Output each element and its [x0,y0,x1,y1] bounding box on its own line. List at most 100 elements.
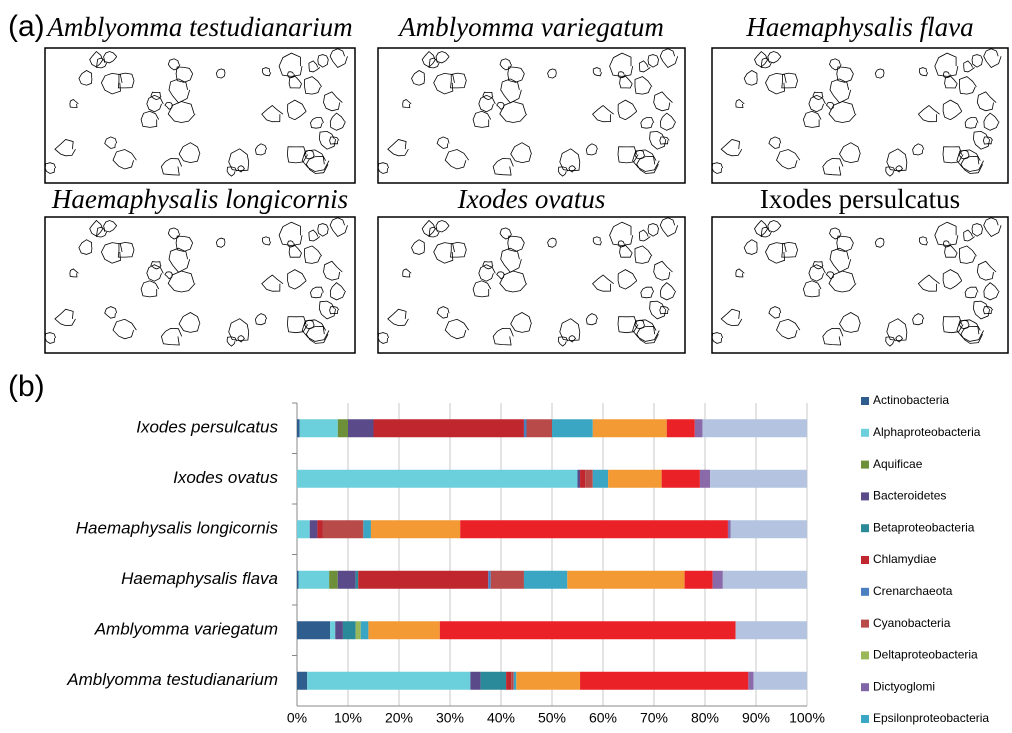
bar-segment [695,419,703,437]
bar-segment [608,470,662,488]
x-tick-label: 100% [789,710,825,726]
bar-segment [297,571,299,589]
legend-swatch [861,715,869,723]
bar-segment [578,470,581,488]
map-title: Ixodes persulcatus [760,184,960,214]
bar-segment [335,621,343,639]
bar-segment [310,520,318,538]
bar-segment [527,419,553,437]
figure: (a) (b) Amblyomma testudianariumAmblyomm… [0,0,1012,733]
bar-segment [491,571,524,589]
bar-segment [363,520,371,538]
bar-segment [297,621,330,639]
bar-segment [371,520,460,538]
bar-segment [300,419,338,437]
bar-segment [299,571,330,589]
bar-segment [736,621,807,639]
bar-segment [374,419,524,437]
bar-segment [330,621,335,639]
bar-segment [753,672,807,690]
map-frame [378,217,685,353]
bar-segment [368,621,439,639]
legend-label: Alphaproteobacteria [873,425,981,439]
bar-segment [506,672,511,690]
legend-swatch [861,651,869,659]
bar-segment [323,520,364,538]
legend-swatch [861,429,869,437]
y-tick-label: Amblyomma variegatum [94,620,278,639]
legend-label: Epsilonproteobacteria [873,711,989,725]
bar-segment [460,520,728,538]
legend-swatch [861,397,869,405]
bar-segment [685,571,713,589]
bar-segment [662,470,700,488]
y-tick-label: Amblyomma testudianarium [66,670,278,689]
bar-segment [702,419,807,437]
bar-segment [731,520,808,538]
panel-label: (a) [8,10,45,43]
bar-segment [361,621,369,639]
map-title: Ixodes ovatus [457,184,606,214]
bar-segment [307,672,470,690]
bar-segment [297,672,307,690]
legend-label: Betaproteobacteria [873,520,975,534]
bar-segment [567,571,684,589]
bar-segment [488,571,491,589]
y-tick-label: Haemaphysalis longicornis [76,519,279,538]
bar-segment [338,571,356,589]
bar-segment [329,571,338,589]
bar-segment [343,621,356,639]
bar-segment [481,672,507,690]
bar-segment [297,470,578,488]
legend-label: Aquificae [873,457,923,471]
legend-swatch [861,620,869,628]
bar-segment [748,672,753,690]
bar-segment [358,571,488,589]
bar-segment [356,571,359,589]
bar-segment [297,419,300,437]
bar-segment [728,520,731,538]
map-title: Amblyomma variegatum [397,12,664,42]
legend-swatch [861,524,869,532]
legend-swatch [861,492,869,500]
bar-segment [516,672,580,690]
map-title: Amblyomma testudianarium [45,12,352,42]
bar-segment [470,672,480,690]
x-tick-label: 80% [691,710,719,726]
legend-swatch [861,556,869,564]
map-title: Haemaphysalis flava [745,12,973,42]
bar-segment [524,419,527,437]
y-tick-label: Ixodes persulcatus [136,418,278,437]
bar-segment [580,470,585,488]
bar-segment [348,419,374,437]
legend-label: Bacteroidetes [873,489,946,503]
legend-label: Actinobacteria [873,393,949,407]
bar-segment [700,470,710,488]
bar-segment [514,672,517,690]
map-title: Haemaphysalis longicornis [51,184,348,214]
x-tick-label: 60% [589,710,617,726]
bar-segment [710,470,807,488]
bar-segment [580,672,748,690]
legend-swatch [861,683,869,691]
x-tick-label: 0% [287,710,307,726]
y-tick-label: Haemaphysalis flava [121,569,278,588]
legend-swatch [861,588,869,596]
bar-segment [524,571,567,589]
legend-label: Deltaproteobacteria [873,648,978,662]
x-tick-label: 20% [385,710,413,726]
legend-label: Chlamydiae [873,552,937,566]
x-tick-label: 50% [538,710,566,726]
legend-swatch [861,461,869,469]
x-tick-label: 90% [742,710,770,726]
bar-segment [297,520,310,538]
x-tick-label: 10% [334,710,362,726]
map-frame [378,48,685,183]
bar-segment [356,621,361,639]
x-tick-label: 70% [640,710,668,726]
map-frame [45,48,355,183]
legend-label: Dictyoglomi [873,679,935,693]
bar-segment [723,571,807,589]
bar-segment [338,419,348,437]
y-tick-label: Ixodes ovatus [173,468,278,487]
